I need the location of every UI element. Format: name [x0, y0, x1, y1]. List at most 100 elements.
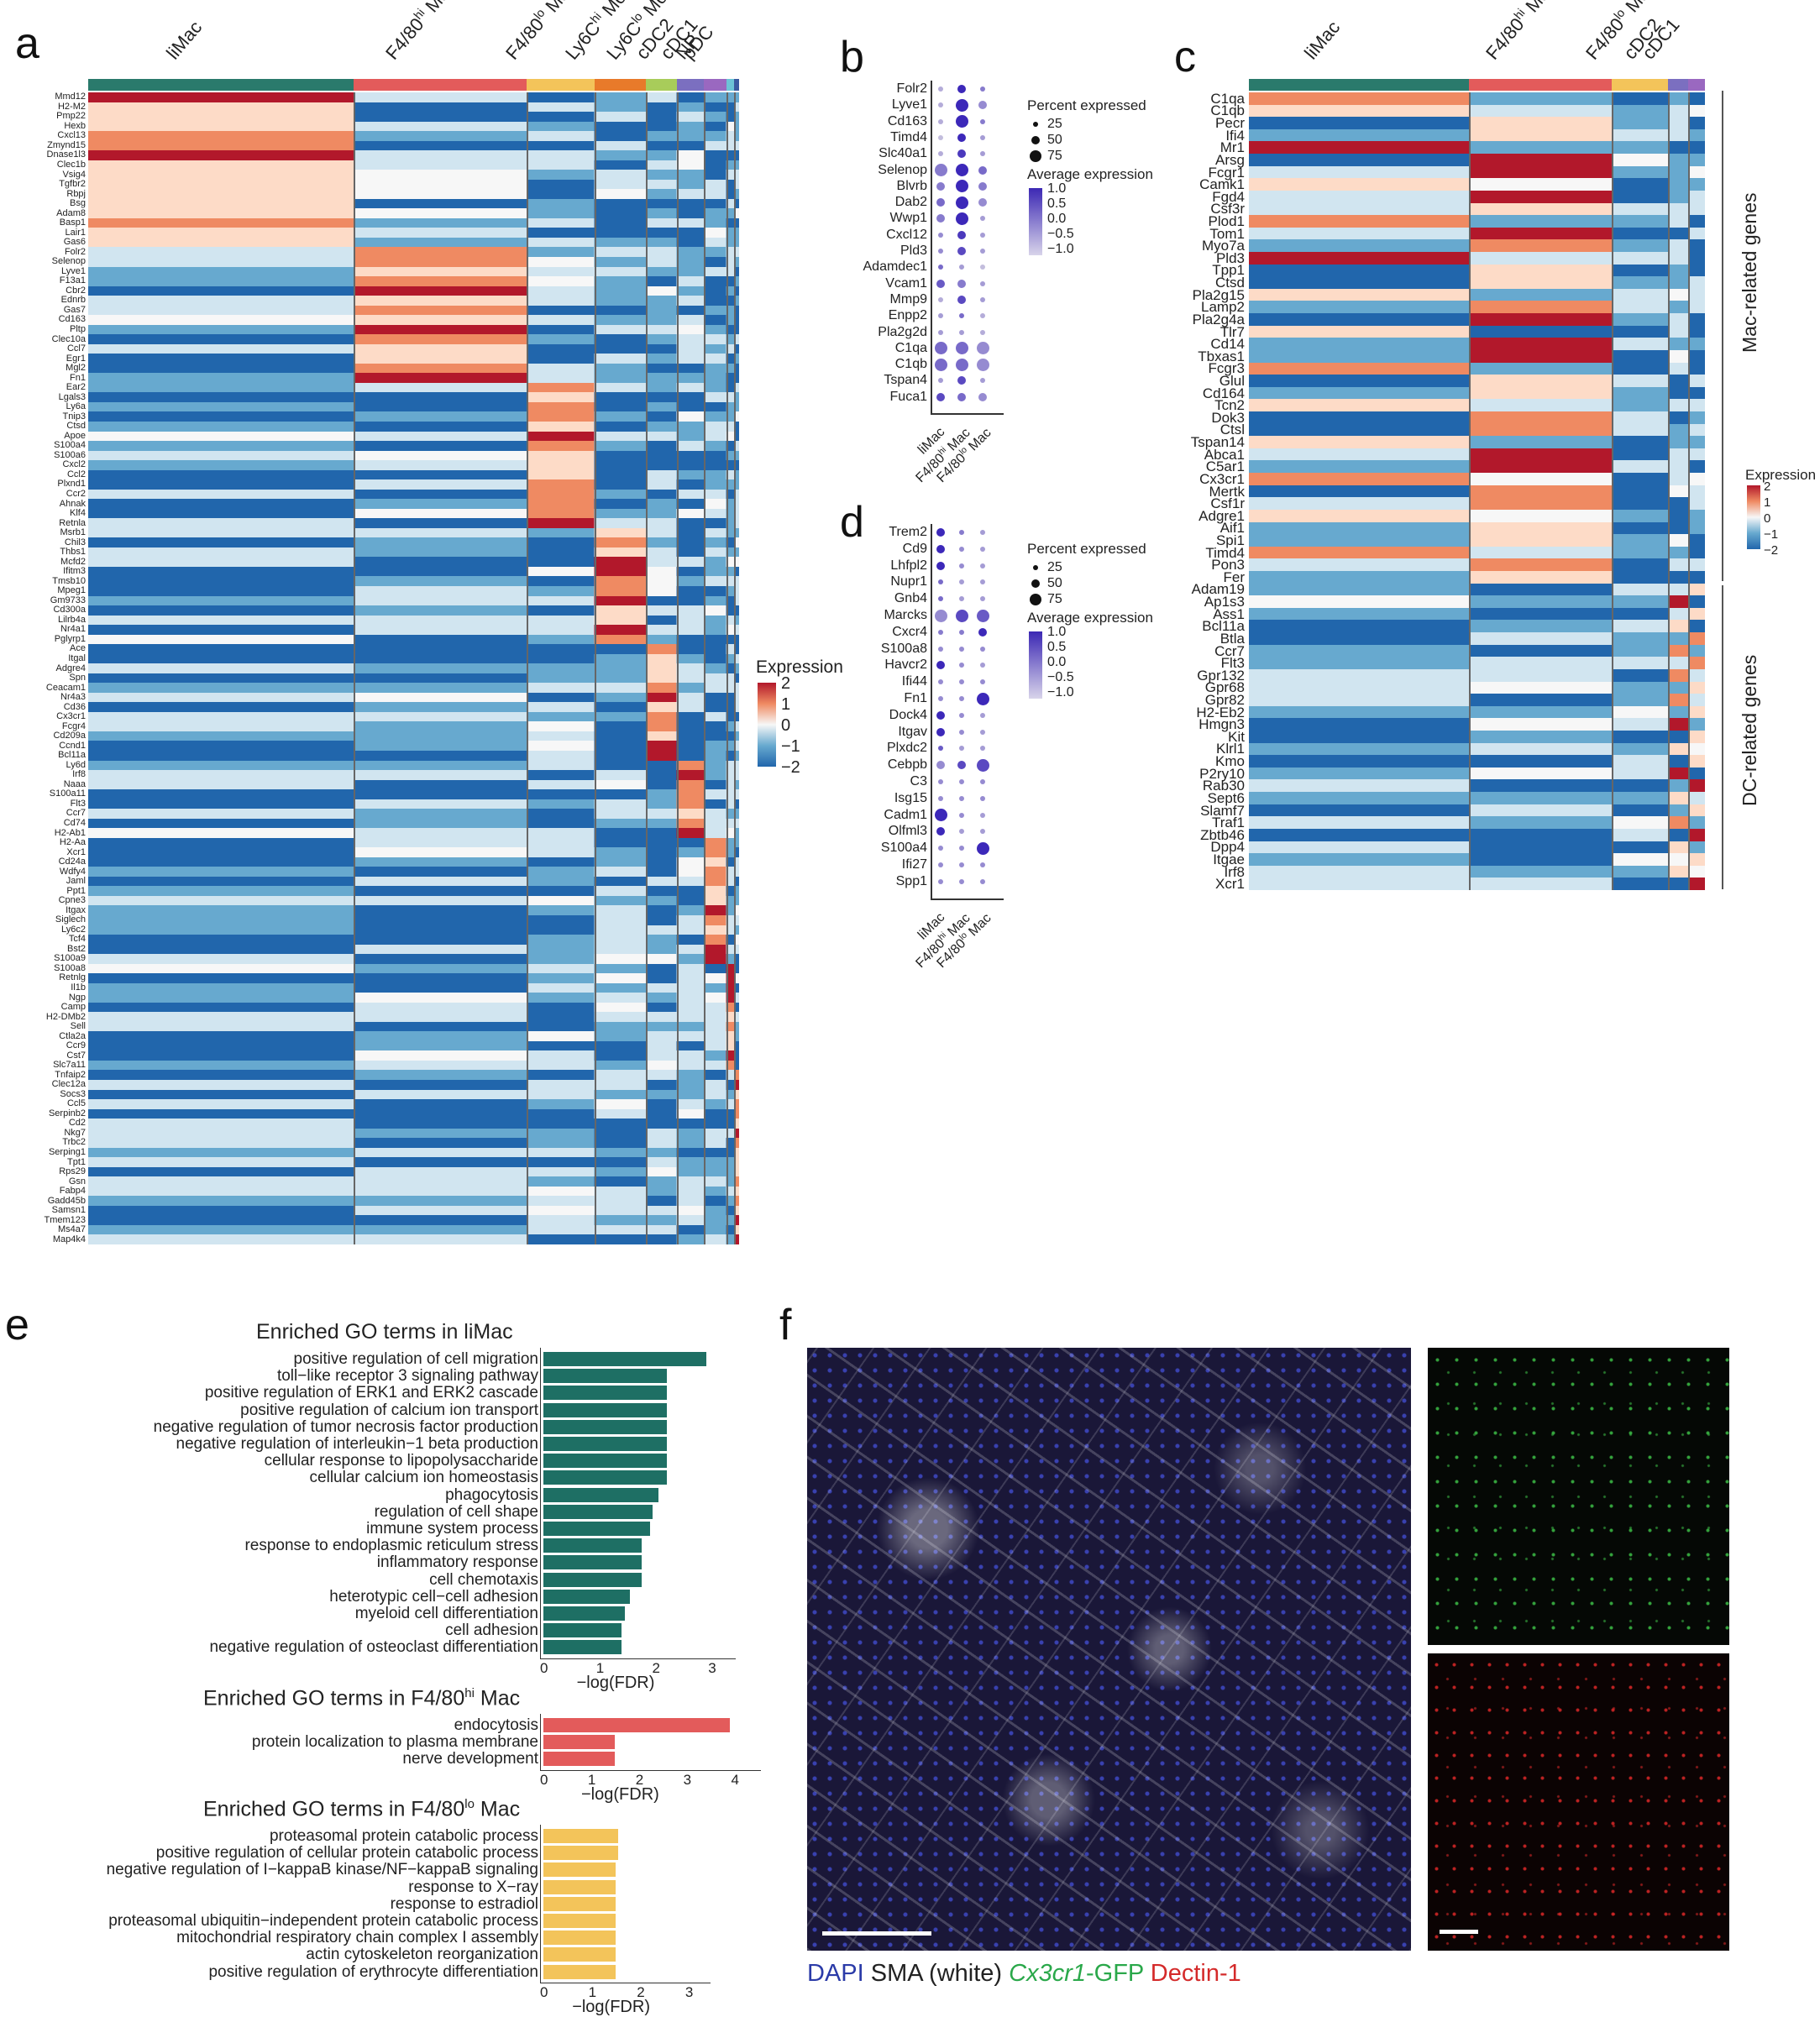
- heat-row: [1249, 681, 1705, 695]
- group-bar: [726, 79, 734, 91]
- expression-dot: [936, 727, 945, 736]
- expression-legend-a: Expression 2 1 0 −1 −2: [756, 657, 865, 783]
- gene-label: Tcf4: [68, 934, 86, 945]
- expression-dot: [938, 696, 943, 701]
- go-term-label: proteasomal protein catabolic process: [269, 1827, 538, 1845]
- gene-label: Mpeg1: [57, 585, 86, 596]
- gene-label: Dpp4: [1210, 839, 1245, 856]
- expression-dot: [980, 296, 985, 302]
- heat-row: [1249, 141, 1705, 155]
- gene-label: Pla2g2d: [878, 324, 927, 339]
- group-bar: [527, 79, 595, 91]
- gene-label: Fabp4: [59, 1186, 86, 1197]
- gene-label: Bcl11a: [1202, 618, 1245, 635]
- go-term-label: cellular calcium ion homeostasis: [309, 1469, 538, 1487]
- gene-label: Lgals3: [58, 391, 86, 402]
- gene-label: Ly6c2: [61, 924, 86, 935]
- gene-label: Klrl1: [1215, 741, 1245, 757]
- expression-dot: [959, 579, 964, 585]
- heat-row: [1249, 497, 1705, 511]
- gene-label: Tspan14: [1190, 434, 1245, 451]
- gene-label: Nkg7: [64, 1127, 86, 1138]
- gene-label: Adam19: [1191, 581, 1245, 598]
- gene-label: Mgl2: [66, 363, 86, 374]
- heat-row: [88, 392, 739, 404]
- gene-label: Cbr2: [66, 285, 86, 296]
- expression-dot: [959, 646, 964, 652]
- heat-row: [88, 1070, 739, 1082]
- heat-row: [88, 1012, 739, 1024]
- go-axis-label: −log(FDR): [576, 1673, 655, 1692]
- heat-row: [88, 663, 739, 675]
- gene-label: Tpp1: [1212, 262, 1245, 279]
- gene-label: C1qb: [1210, 102, 1245, 119]
- expression-dot: [980, 812, 985, 818]
- heat-row: [1249, 792, 1705, 806]
- heat-row: [1249, 668, 1705, 683]
- pct-legend-dot: [1031, 579, 1040, 588]
- heat-row: [88, 751, 739, 762]
- go-term-label: toll−like receptor 3 signaling pathway: [276, 1367, 538, 1386]
- go-bar: [543, 1589, 631, 1604]
- gene-label: Gas7: [63, 304, 86, 315]
- gene-label: Csf1r: [1210, 495, 1245, 512]
- legend-tick: 2: [781, 674, 791, 693]
- group-label: F4/80hi Mac: [1482, 0, 1560, 64]
- heat-row: [88, 1002, 739, 1014]
- gene-label: C3: [910, 774, 927, 788]
- gene-label: Lyve1: [61, 265, 86, 276]
- gene-label: Timd4: [890, 129, 927, 144]
- expression-dot: [980, 829, 985, 835]
- go-term-label: response to endoplasmic reticulum stress: [244, 1537, 538, 1555]
- heat-row: [1249, 423, 1705, 437]
- expression-dot: [957, 376, 966, 385]
- heat-row: [88, 489, 739, 500]
- heat-row: [88, 925, 739, 936]
- gene-label: Adgre1: [1198, 507, 1245, 524]
- expression-dot: [978, 181, 987, 191]
- heat-row: [88, 1060, 739, 1071]
- gene-label: Gpr68: [1204, 679, 1245, 696]
- expression-dot: [980, 795, 985, 801]
- go-bar: [543, 1947, 616, 1962]
- gene-label: Gas6: [63, 237, 86, 248]
- gene-label: Plxdc2: [886, 741, 927, 756]
- expression-dot: [957, 85, 966, 93]
- expression-dot: [980, 712, 985, 718]
- expression-dot: [936, 761, 945, 770]
- gene-label: Lhfpl2: [890, 558, 927, 573]
- gene-label: H2-Ab1: [54, 827, 86, 838]
- go-bar: [543, 1752, 616, 1767]
- expression-dot: [980, 134, 985, 140]
- heat-row: [1249, 190, 1705, 204]
- heat-row: [88, 1108, 739, 1120]
- gene-label: Itgae: [1213, 851, 1245, 867]
- gene-label: Havcr2: [884, 657, 927, 673]
- gene-label: Serpinb2: [48, 1108, 86, 1119]
- expression-dot: [980, 151, 985, 157]
- expression-dot: [980, 563, 985, 568]
- gene-label: H2-M2: [57, 101, 86, 112]
- expression-dot: [980, 86, 985, 92]
- gene-label: Marcks: [884, 608, 927, 622]
- gene-label: C5ar1: [1205, 458, 1245, 475]
- expression-dot: [980, 280, 985, 286]
- group-bar: [704, 79, 726, 91]
- gene-label: Ccl2: [66, 469, 86, 479]
- expression-dot: [955, 115, 968, 128]
- gene-label: Ap1s3: [1204, 594, 1245, 610]
- go-bar: [543, 1735, 616, 1750]
- expression-dot: [980, 596, 985, 602]
- expression-dot: [980, 663, 985, 668]
- legend-tick: −2: [1764, 542, 1779, 558]
- heat-row: [88, 1166, 739, 1178]
- go-term-label: cell chemotaxis: [429, 1570, 538, 1589]
- gene-label: Pglyrp1: [54, 633, 86, 644]
- expression-dot: [959, 663, 964, 668]
- heat-row: [1249, 338, 1705, 352]
- gene-label: Isg15: [894, 790, 927, 805]
- group-separator: [354, 92, 356, 1244]
- heat-row: [1249, 546, 1705, 560]
- dc-bracket: [1722, 585, 1723, 889]
- expression-dot: [959, 679, 964, 685]
